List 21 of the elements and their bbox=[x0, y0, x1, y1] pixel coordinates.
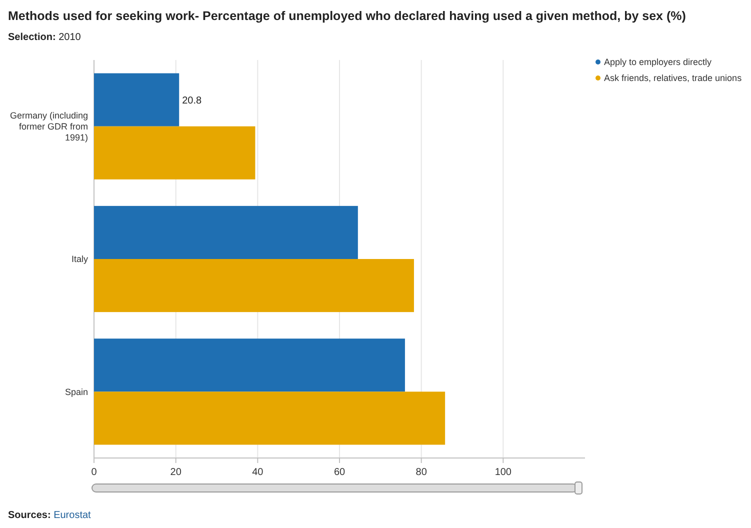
source-note: Sources: Eurostat bbox=[8, 510, 92, 521]
bar bbox=[94, 126, 256, 180]
chart-title: Methods used for seeking work- Percentage of unemployed who declared having used a given method, by sex (%) bbox=[8, 9, 686, 23]
bar bbox=[94, 338, 405, 392]
x-tick-label: 100 bbox=[494, 467, 512, 478]
x-tick-label: 40 bbox=[252, 467, 264, 478]
y-tick-label: Spain bbox=[64, 386, 88, 397]
bar bbox=[94, 392, 446, 445]
bar bbox=[94, 206, 358, 259]
x-tick-label: 80 bbox=[416, 467, 428, 478]
legend-label: Apply to employers directly bbox=[604, 57, 712, 68]
x-tick-label: 60 bbox=[334, 467, 346, 478]
legend-label: Ask friends, relatives, trade unions bbox=[604, 73, 742, 84]
y-tick-label: Italy bbox=[71, 254, 88, 264]
chart-subtitle: Selection: 2010 bbox=[8, 32, 82, 43]
data-label: 20.8 bbox=[182, 95, 202, 106]
bar bbox=[94, 259, 414, 312]
x-tick-label: 0 bbox=[91, 467, 98, 478]
y-tick-label: Germany (including former GDR from 1991) bbox=[10, 110, 88, 142]
x-tick-label: 20 bbox=[170, 467, 182, 478]
bar bbox=[94, 73, 180, 126]
